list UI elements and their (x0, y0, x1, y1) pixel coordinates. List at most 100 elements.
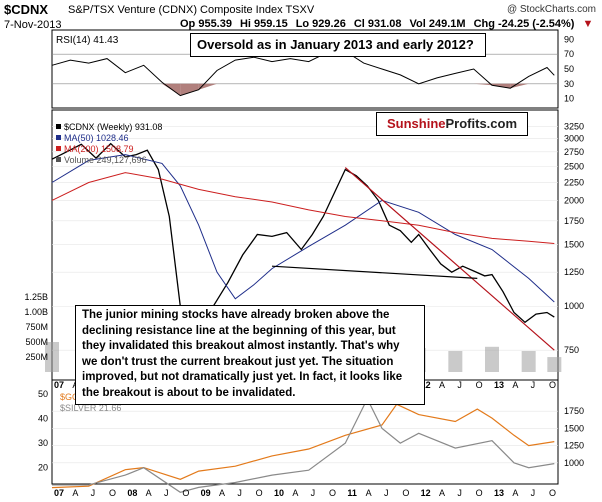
price-tick-label: 2750 (564, 147, 584, 157)
volume-value: Vol 249.1M (409, 18, 466, 30)
metals-x-tick-label: A (146, 488, 152, 498)
price-tick-label: 1000 (564, 301, 584, 311)
metals-right-tick-label: 1250 (564, 441, 584, 451)
metals-x-tick-label: O (182, 488, 189, 498)
volume-bar (45, 342, 59, 372)
close-value: Cl 931.08 (353, 18, 402, 30)
brand-part-2: Profits.com (445, 116, 518, 131)
change-down-icon: ▼ (582, 18, 594, 30)
price-tick-label: 2250 (564, 177, 584, 187)
price-tick-label: 3250 (564, 121, 584, 131)
ohlc-readout: Op 955.39 Hi 959.15 Lo 929.26 Cl 931.08 Vol … (180, 18, 601, 30)
price-tick-label: 1750 (564, 216, 584, 226)
volume-bar (547, 357, 562, 372)
metals-left-tick-label: 40 (38, 414, 48, 424)
metals-x-tick-label: O (329, 488, 336, 498)
volume-bar (521, 351, 536, 372)
metals-x-tick-label: J (531, 488, 536, 498)
index-name: S&P/TSX Venture (CDNX) Composite Index T… (68, 4, 315, 16)
metals-x-tick-label: 07 (54, 488, 64, 498)
price-line (51, 142, 555, 346)
metals-x-tick-label: A (72, 488, 78, 498)
legend-swatch (56, 157, 61, 162)
metals-x-tick-label: A (292, 488, 298, 498)
price-x-tick-label: O (476, 380, 483, 390)
rsi-callout: Oversold as in January 2013 and early 20… (190, 33, 486, 57)
brand-logo: SunshineProfits.com (376, 112, 528, 136)
metals-x-tick-label: J (237, 488, 242, 498)
metals-x-tick-label: 12 (421, 488, 431, 498)
price-x-tick-label: 12 (421, 380, 431, 390)
metals-x-tick-label: A (512, 488, 518, 498)
metals-x-tick-label: O (402, 488, 409, 498)
metals-x-tick-label: O (109, 488, 116, 498)
rsi-tick-label: 50 (564, 64, 574, 74)
metals-x-tick-label: 11 (347, 488, 357, 498)
chart-date: 7-Nov-2013 (4, 19, 62, 31)
metals-right-tick-label: 1500 (564, 423, 584, 433)
price-x-tick-label: O (549, 380, 556, 390)
metals-x-tick-label: 09 (201, 488, 211, 498)
legend-label: $CDNX (Weekly) 931.08 (64, 122, 162, 132)
high-value: Hi 959.15 (239, 18, 288, 30)
main-callout: The junior mining stocks have already br… (75, 305, 425, 405)
metals-right-tick-label: 1750 (564, 406, 584, 416)
metals-x-tick-label: O (476, 488, 483, 498)
metals-x-tick-label: 13 (494, 488, 504, 498)
symbol-title: $CDNX (4, 2, 49, 17)
brand-part-1: Sunshine (386, 116, 446, 131)
rsi-tick-label: 10 (564, 94, 574, 104)
legend-label: MA(200) 1508.79 (64, 144, 134, 154)
volume-bar (448, 351, 463, 372)
silver-line (52, 397, 555, 493)
legend-swatch (56, 146, 61, 151)
legend-label: Volume 249,127,696 (64, 155, 147, 165)
price-x-tick-label: A (512, 380, 518, 390)
resistance-line (344, 167, 555, 351)
price-x-tick-label: 07 (54, 380, 64, 390)
metals-x-tick-label: J (457, 488, 462, 498)
metals-x-tick-label: J (91, 488, 96, 498)
volume-tick-label: 250M (25, 352, 48, 362)
rsi-tick-label: 70 (564, 49, 574, 59)
metals-left-tick-label: 50 (38, 389, 48, 399)
metals-left-tick-label: 30 (38, 438, 48, 448)
volume-tick-label: 1.00B (24, 307, 48, 317)
price-x-tick-label: J (457, 380, 462, 390)
volume-tick-label: 750M (25, 322, 48, 332)
legend-swatch (56, 124, 61, 129)
metals-left-tick-label: 20 (38, 463, 48, 473)
change-value: Chg -24.25 (-2.54%) (473, 18, 575, 30)
metals-x-tick-label: J (384, 488, 389, 498)
price-tick-label: 750 (564, 345, 579, 355)
price-x-tick-label: J (531, 380, 536, 390)
price-tick-label: 2500 (564, 161, 584, 171)
rsi-label: RSI(14) 41.43 (56, 35, 119, 46)
silver-legend-label: $SILVER 21.66 (60, 403, 121, 413)
price-tick-label: 2000 (564, 195, 584, 205)
volume-bar (485, 346, 499, 372)
price-tick-label: 3000 (564, 134, 584, 144)
ma50-line (51, 154, 555, 303)
metals-x-tick-label: 10 (274, 488, 284, 498)
rsi-line (51, 50, 555, 97)
rsi-oversold-fill (473, 83, 492, 86)
legend-swatch (56, 135, 61, 140)
ma200-line (51, 172, 555, 244)
rsi-tick-label: 90 (564, 34, 574, 44)
volume-tick-label: 1.25B (24, 292, 48, 302)
metals-x-tick-label: 08 (127, 488, 137, 498)
metals-x-tick-label: J (164, 488, 169, 498)
copyright-label: @ StockCharts.com (506, 4, 596, 15)
support-line (271, 265, 478, 279)
price-tick-label: 1250 (564, 267, 584, 277)
metals-x-tick-label: O (256, 488, 263, 498)
metals-x-tick-label: J (311, 488, 316, 498)
metals-x-tick-label: O (549, 488, 556, 498)
price-tick-label: 1500 (564, 239, 584, 249)
price-x-tick-label: A (439, 380, 445, 390)
legend-label: MA(50) 1028.46 (64, 133, 129, 143)
rsi-oversold-fill (180, 83, 199, 96)
metals-right-tick-label: 1000 (564, 458, 584, 468)
